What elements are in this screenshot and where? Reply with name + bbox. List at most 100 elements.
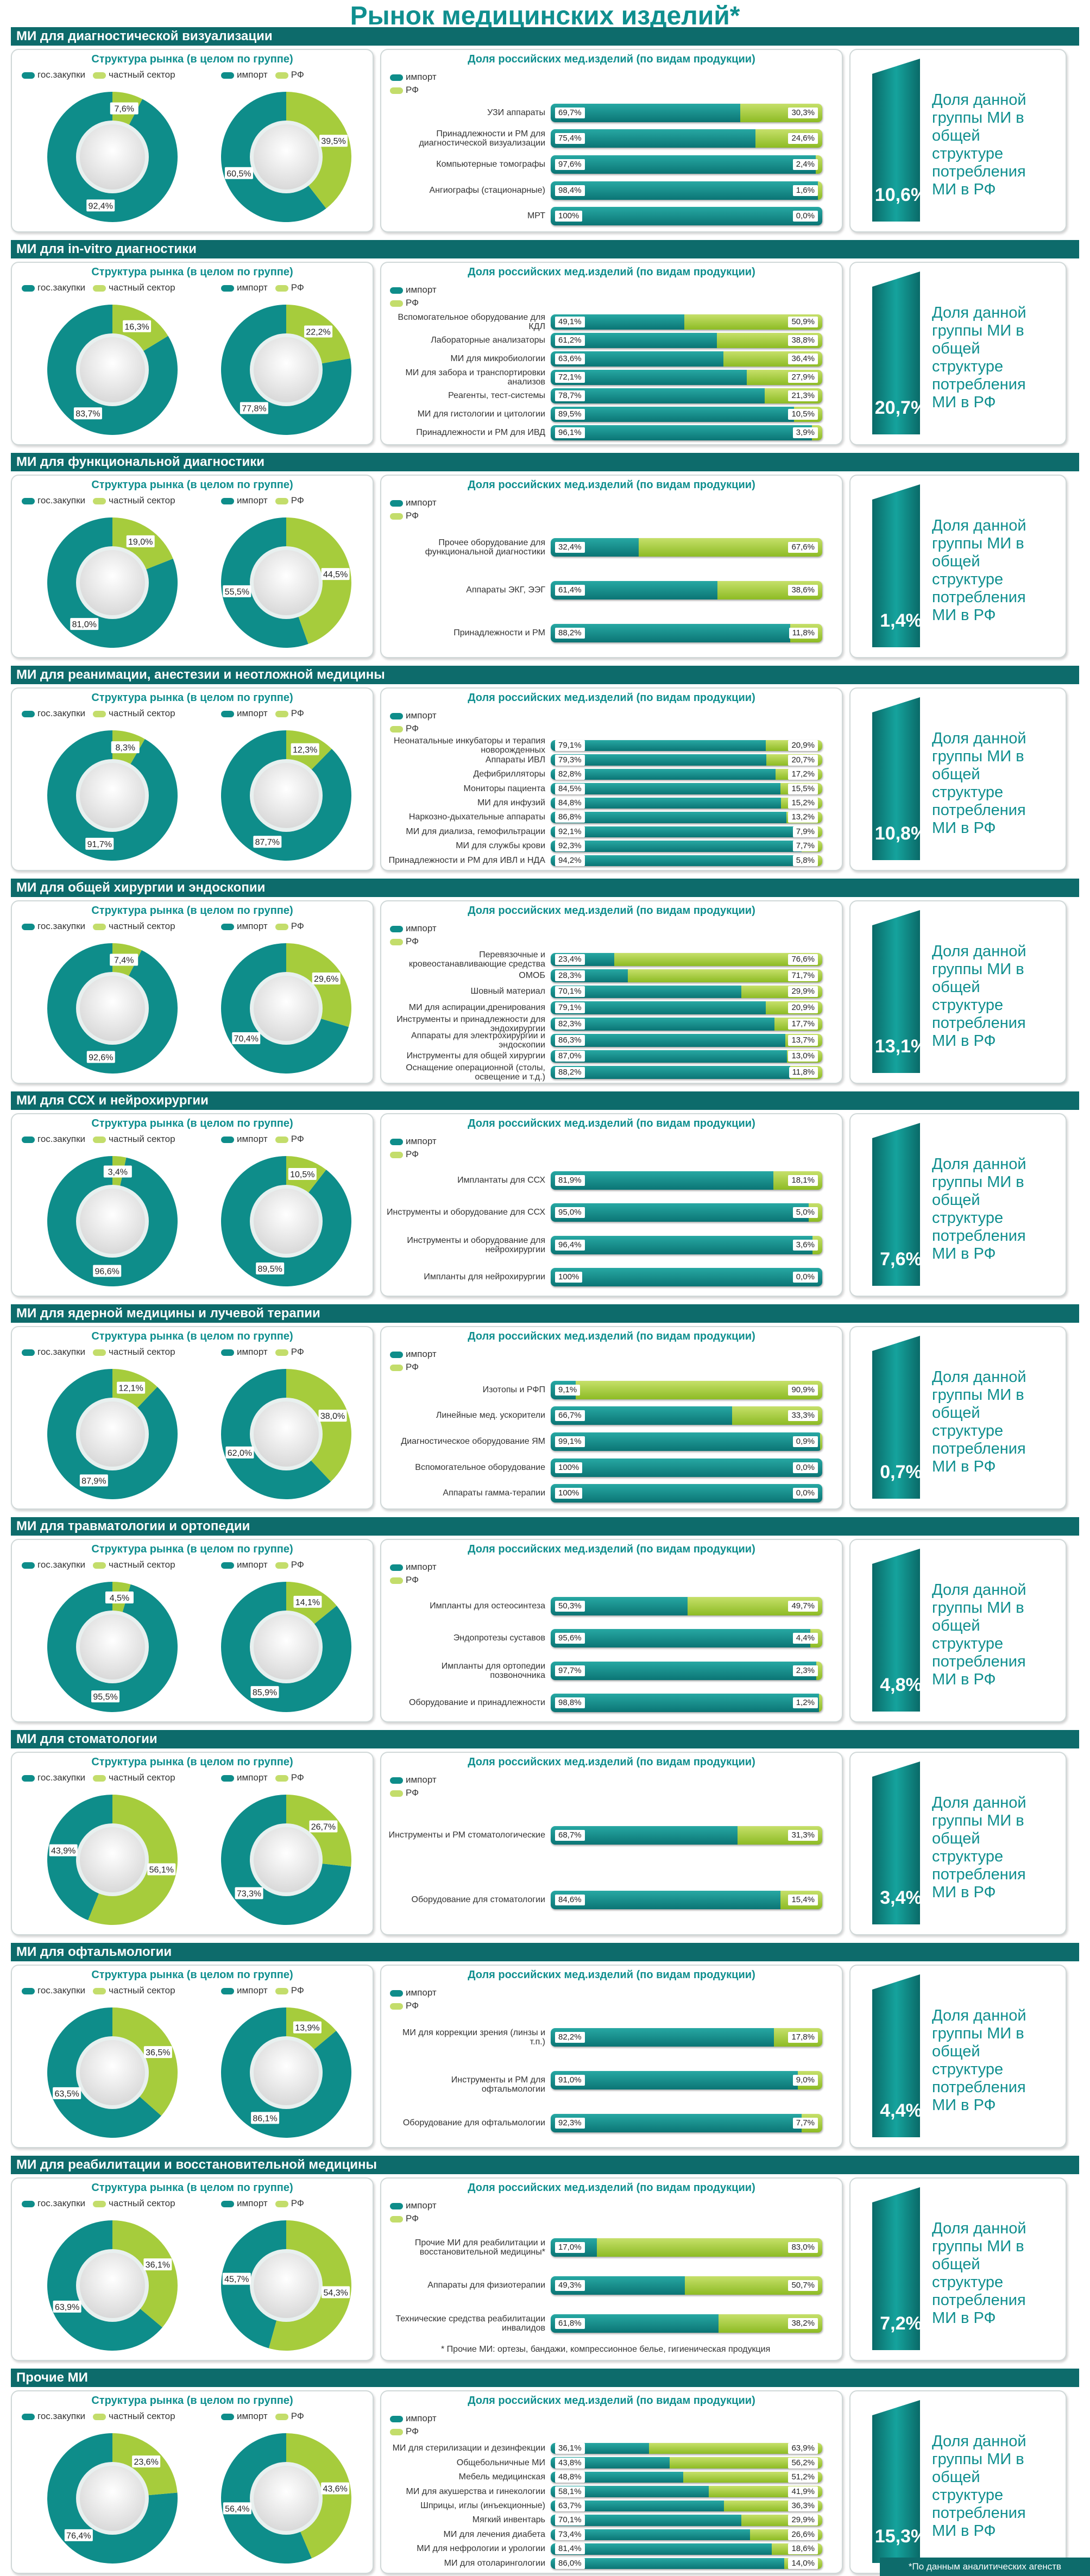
legend-private-swatch: [93, 710, 106, 717]
donut-buyers-12: 23,6% 76,4%: [47, 2433, 178, 2564]
donut-buyers-6-value-private: 3,4%: [108, 1168, 128, 1177]
donut-buyers-7: 12,1% 87,9%: [47, 1369, 178, 1499]
bar-label: Реагенты, тест-системы: [448, 391, 545, 400]
share-banner: [872, 1761, 920, 1924]
share-bar: 91,0% 9,0%: [551, 2071, 822, 2089]
donut-origin-1-value-import: 60,5%: [226, 169, 251, 179]
donut-origin-6: 10,5% 89,5%: [221, 1156, 351, 1286]
bar-value-rf: 17,7%: [788, 1018, 818, 1030]
share-card-title: Доля российских мед.изделий (по видам пр…: [468, 1756, 755, 1768]
structure-card: Структура рынка (в целом по группе) гос.з…: [11, 262, 374, 445]
bar-value-import: 28,3%: [555, 970, 585, 981]
legend-rf-swatch: [275, 1136, 288, 1143]
group-share-card: 4,8% Доля данной группы МИ в общей структ…: [849, 1539, 1067, 1722]
legend-rf-label: РФ: [406, 2426, 419, 2436]
bar-value-rf: 67,6%: [788, 541, 818, 553]
bar-value-import: 97,6%: [555, 159, 585, 170]
share-bar: 73,4% 26,6%: [551, 2529, 822, 2541]
legend-import-label: импорт: [406, 285, 437, 295]
legend-import-item: импорт: [390, 285, 437, 295]
share-bar: 89,5% 10,5%: [551, 407, 822, 422]
share-value: 7,2%: [880, 2313, 922, 2334]
section-1: МИ для диагностической визуализации Струк…: [11, 27, 1079, 233]
legend-import: импорт: [221, 708, 268, 719]
bar-label: Принадлежности и РМ для ИВД: [416, 428, 545, 437]
section-2: МИ для in-vitro диагностики Структура рын…: [11, 240, 1079, 446]
section-6: МИ для ССХ и нейрохирургии Структура рынк…: [11, 1091, 1079, 1298]
legend-rf: РФ: [275, 282, 304, 293]
legend-gos: гос.закупки: [22, 282, 85, 293]
legend-gos: гос.закупки: [22, 921, 85, 932]
legend-rf-label: РФ: [406, 1149, 419, 1159]
bar-label: Аппараты ЭКГ, ЭЭГ: [466, 585, 545, 595]
legend-gos-label: гос.закупки: [37, 2411, 86, 2421]
bar-value-rf: 0,0%: [792, 1272, 818, 1283]
bar-value-rf: 49,7%: [788, 1600, 818, 1612]
share-bar: 97,6% 2,4%: [551, 155, 822, 174]
legend-rf-label: РФ: [406, 510, 419, 521]
share-value: 4,8%: [880, 1675, 922, 1695]
share-bar: 81,9% 18,1%: [551, 1171, 822, 1190]
bar-value-import: 23,4%: [555, 954, 585, 965]
structure-legend-left: гос.закупки частный сектор: [22, 495, 183, 506]
bar-label: МИ для микробиологии: [450, 354, 545, 363]
bar-label: Мебель медицинская: [458, 2472, 545, 2482]
donut-origin-11-label-bg-rf: [322, 2286, 350, 2299]
donut-buyers-12-label-bg-private: [132, 2455, 161, 2468]
legend-private: частный сектор: [93, 921, 175, 932]
legend-import-item: импорт: [390, 710, 437, 721]
share-card: Доля российских мед.изделий (по видам пр…: [380, 2177, 843, 2361]
legend-rf: РФ: [275, 1560, 304, 1570]
share-card-title: Доля российских мед.изделий (по видам пр…: [468, 479, 755, 491]
share-banner-shape: [872, 272, 920, 434]
donut-origin-6-value-import: 89,5%: [258, 1265, 282, 1274]
legend-rf-item: РФ: [390, 1362, 437, 1373]
legend-rf-item: РФ: [390, 2000, 437, 2011]
share-card-title: Доля российских мед.изделий (по видам пр…: [468, 2182, 755, 2194]
bar-value-import: 73,4%: [555, 2529, 585, 2540]
donut-origin-2-hole: [254, 337, 319, 402]
donut-buyers-3-hole: [80, 550, 145, 615]
legend-rf-swatch: [390, 87, 403, 94]
share-bar: 88,2% 11,8%: [551, 1066, 822, 1079]
structure-legend-left: гос.закупки частный сектор: [22, 70, 183, 80]
legend-import-swatch: [221, 1987, 234, 1994]
legend-private: частный сектор: [93, 2198, 175, 2209]
group-share-card: 7,2% Доля данной группы МИ в общей структ…: [849, 2177, 1067, 2361]
share-bar: 58,1% 41,9%: [551, 2486, 822, 2497]
share-bar: 69,7% 30,3%: [551, 103, 822, 122]
donut-origin-9-label-bg-import: [235, 1887, 263, 1899]
legend-import-label: импорт: [237, 1560, 268, 1570]
bar-segment-import: [551, 2500, 724, 2512]
structure-card-title: Структура рынка (в целом по группе): [91, 266, 293, 278]
structure-legend-left: гос.закупки частный сектор: [22, 1347, 183, 1358]
legend-import-item: импорт: [390, 1775, 437, 1785]
legend-private-label: частный сектор: [109, 70, 175, 80]
legend-import-swatch: [390, 287, 403, 294]
legend-rf-item: РФ: [390, 1788, 437, 1798]
bar-value-import: 61,2%: [555, 335, 585, 346]
bar-label: Инструменты и оборудование для ССХ: [387, 1208, 545, 1217]
share-text: Доля данной группы МИ в общей структуре …: [932, 2007, 1026, 2114]
structure-card: Структура рынка (в целом по группе) гос.з…: [11, 1752, 374, 1935]
legend-rf-swatch: [390, 513, 403, 520]
bar-label: Аппараты для электрохирургии и эндоскопи…: [411, 1031, 545, 1050]
share-bar: 36,1% 63,9%: [551, 2443, 822, 2454]
group-share-card: 13,1% Доля данной группы МИ в общей струк…: [849, 900, 1067, 1084]
donut-origin-11-label-bg-import: [222, 2272, 251, 2285]
donut-origin-10: 13,9% 86,1%: [221, 2007, 351, 2138]
legend-rf-swatch: [390, 300, 403, 307]
bar-value-rf: 20,7%: [788, 754, 818, 766]
structure-legend-right: импорт РФ: [221, 70, 312, 80]
share-card-title: Доля российских мед.изделий (по видам пр…: [468, 53, 755, 65]
share-text: Доля данной группы МИ в общей структуре …: [932, 2220, 1026, 2327]
bar-value-rf: 21,3%: [788, 390, 818, 401]
legend-gos: гос.закупки: [22, 1560, 85, 1570]
bar-value-rf: 33,3%: [788, 1410, 818, 1422]
share-bar: 68,7% 31,3%: [551, 1826, 822, 1845]
share-bar: 98,4% 1,6%: [551, 181, 822, 200]
bar-segment-import: [551, 1235, 812, 1254]
donut-buyers-8-hole: [80, 1614, 145, 1680]
legend-rf-swatch: [275, 497, 288, 504]
legend-import-label: импорт: [237, 282, 268, 293]
